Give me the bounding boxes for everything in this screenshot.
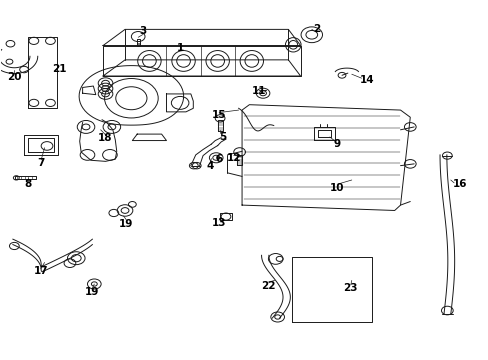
Text: 9: 9 — [333, 139, 340, 149]
Text: 17: 17 — [33, 266, 48, 276]
Text: 2: 2 — [312, 24, 320, 35]
Text: 6: 6 — [215, 154, 223, 164]
Text: 13: 13 — [211, 218, 226, 228]
Text: 18: 18 — [98, 133, 113, 143]
Text: 19: 19 — [85, 287, 100, 297]
Text: 23: 23 — [343, 283, 357, 293]
Text: 20: 20 — [7, 72, 21, 82]
Text: 19: 19 — [119, 219, 133, 229]
Text: 10: 10 — [329, 183, 344, 193]
Text: 7: 7 — [38, 158, 45, 168]
Text: 21: 21 — [52, 64, 66, 74]
Text: 12: 12 — [226, 153, 241, 163]
Text: 4: 4 — [206, 161, 214, 171]
Text: 1: 1 — [176, 43, 183, 53]
Text: 14: 14 — [359, 75, 374, 85]
Text: 22: 22 — [260, 281, 275, 291]
Text: 3: 3 — [139, 26, 146, 36]
Text: 15: 15 — [211, 111, 226, 121]
Text: 8: 8 — [24, 179, 31, 189]
Text: 11: 11 — [251, 86, 266, 96]
Text: 5: 5 — [219, 132, 226, 142]
Text: 16: 16 — [452, 179, 467, 189]
